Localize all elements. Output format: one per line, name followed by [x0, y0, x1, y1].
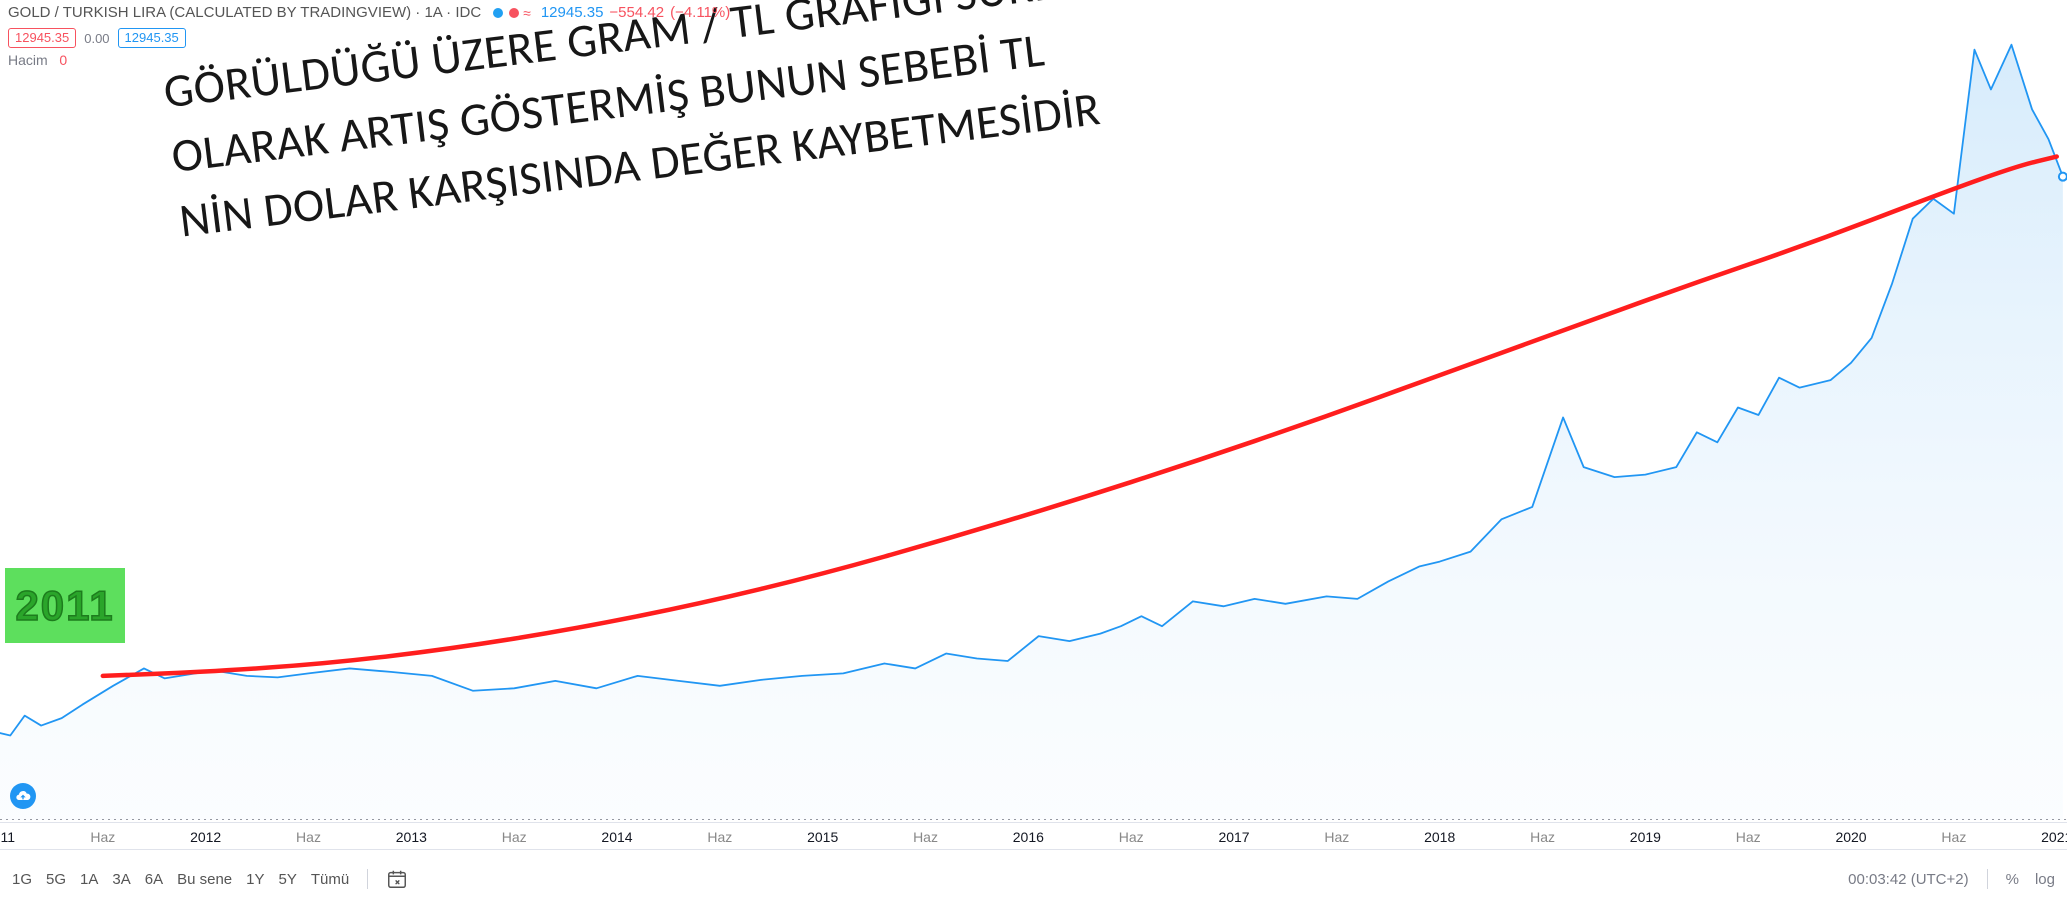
- range-selector: 1G 5G 1A 3A 6A Bu sene 1Y 5Y Tümü: [12, 868, 408, 890]
- axis-tick: 2014: [601, 829, 632, 845]
- axis-tick: 2021: [2041, 829, 2067, 845]
- axis-tick: 2011: [0, 829, 15, 845]
- axis-tick: Haz: [502, 829, 527, 845]
- approx-icon: ≈: [523, 5, 531, 21]
- status-tools: 00:03:42 (UTC+2) % log: [1848, 869, 2055, 889]
- range-bu-sene[interactable]: Bu sene: [177, 871, 232, 888]
- range-5g[interactable]: 5G: [46, 871, 66, 888]
- axis-tick: Haz: [90, 829, 115, 845]
- axis-tick: 2018: [1424, 829, 1455, 845]
- close-badge: 12945.35: [118, 28, 186, 48]
- axis-tick: 2012: [190, 829, 221, 845]
- axis-tick: Haz: [1736, 829, 1761, 845]
- change-pct: (−4.11%): [670, 4, 730, 21]
- axis-tick: Haz: [1119, 829, 1144, 845]
- ohlc-row: 12945.35 0.00 12945.35: [8, 28, 186, 48]
- axis-tick: Haz: [1530, 829, 1555, 845]
- range-6a[interactable]: 6A: [145, 871, 163, 888]
- range-3a[interactable]: 3A: [112, 871, 130, 888]
- time-axis[interactable]: 2011 Haz 2012 Haz 2013 Haz 2014 Haz 2015 Haz 2016 H…: [0, 822, 2067, 850]
- goto-date-icon[interactable]: [386, 868, 408, 890]
- symbol-title: GOLD / TURKISH LIRA (CALCULATED BY TRADI…: [8, 4, 481, 21]
- range-tümü[interactable]: Tümü: [311, 871, 349, 888]
- ohlc-zero: 0.00: [84, 31, 109, 46]
- axis-tick: 2020: [1835, 829, 1866, 845]
- percent-button[interactable]: %: [2006, 871, 2019, 888]
- last-price-marker: [2059, 173, 2067, 181]
- range-1y[interactable]: 1Y: [246, 871, 264, 888]
- change-abs: −554.42: [609, 4, 664, 21]
- axis-tick: Haz: [296, 829, 321, 845]
- axis-tick: Haz: [1941, 829, 1966, 845]
- range-1g[interactable]: 1G: [12, 871, 32, 888]
- log-button[interactable]: log: [2035, 871, 2055, 888]
- volume-row: Hacim 0: [8, 52, 67, 68]
- axis-tick: Haz: [707, 829, 732, 845]
- volume-value: 0: [59, 52, 67, 68]
- last-price: 12945.35: [541, 4, 604, 21]
- axis-tick: Haz: [913, 829, 938, 845]
- year-tag: 2011: [5, 568, 125, 643]
- symbol-legend: GOLD / TURKISH LIRA (CALCULATED BY TRADI…: [8, 4, 730, 21]
- bottom-toolbar: 1G 5G 1A 3A 6A Bu sene 1Y 5Y Tümü 00:03:42 (UTC+…: [0, 858, 2067, 900]
- legend-dot-blue: [493, 8, 503, 18]
- year-tag-text: 2011: [15, 582, 114, 630]
- axis-tick: 2013: [396, 829, 427, 845]
- range-1a[interactable]: 1A: [80, 871, 98, 888]
- axis-tick: 2016: [1013, 829, 1044, 845]
- legend-dot-red: [509, 8, 519, 18]
- axis-tick: 2019: [1630, 829, 1661, 845]
- axis-tick: Haz: [1324, 829, 1349, 845]
- cloud-icon[interactable]: [10, 783, 36, 809]
- volume-label: Hacim: [8, 52, 48, 68]
- open-badge: 12945.35: [8, 28, 76, 48]
- axis-tick: 2015: [807, 829, 838, 845]
- clock-status[interactable]: 00:03:42 (UTC+2): [1848, 871, 1968, 888]
- axis-tick: 2017: [1218, 829, 1249, 845]
- range-5y[interactable]: 5Y: [279, 871, 297, 888]
